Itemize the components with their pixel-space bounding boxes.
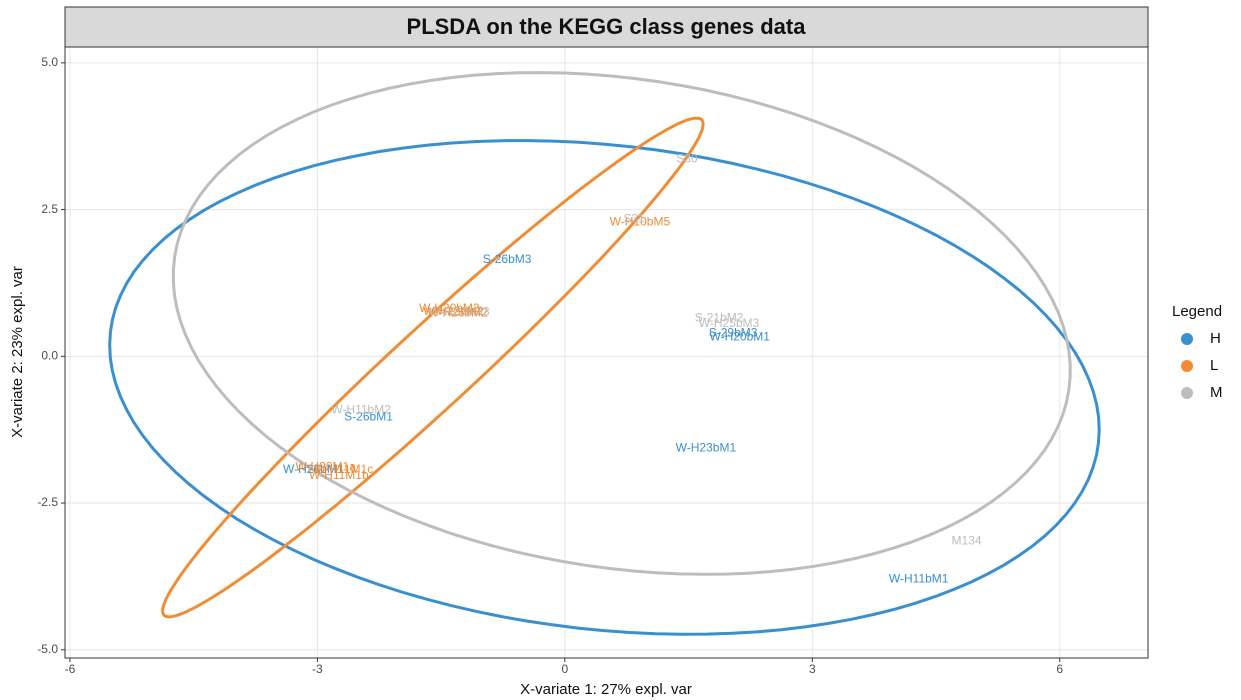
legend-swatch xyxy=(1181,360,1193,372)
ellipse xyxy=(171,71,1072,576)
point-label: W-H25bM2 xyxy=(427,306,488,320)
point-label: W-H10bM5 xyxy=(610,215,671,229)
plot-border xyxy=(64,46,1149,659)
y-tick-label: 0.0 xyxy=(41,348,58,362)
point-label: W-H11M1c xyxy=(314,462,373,476)
legend-swatch xyxy=(1181,387,1193,399)
legend-label: H xyxy=(1210,330,1221,347)
point-label: W-H20M1a xyxy=(295,459,356,473)
x-tick-label: 0 xyxy=(562,662,569,676)
chart-title: PLSDA on the KEGG class genes data xyxy=(407,14,807,39)
point-label: W-H20bM1 xyxy=(709,330,770,344)
point-label: W-H11bM1 xyxy=(889,572,949,586)
point-label: W-H23bM1 xyxy=(676,441,737,455)
point-label: S-26bM1 xyxy=(344,410,393,424)
ellipse xyxy=(161,116,705,619)
point-label: S-26bM3 xyxy=(483,252,532,266)
point-label: W-H23bM3 xyxy=(429,304,490,318)
y-axis-label: X-variate 2: 23% expl. var xyxy=(9,266,26,438)
y-tick-label: 5.0 xyxy=(41,55,58,69)
x-tick-label: 3 xyxy=(809,662,816,676)
legend-swatch xyxy=(1181,333,1193,345)
x-tick-label: 6 xyxy=(1056,662,1063,676)
plot-background xyxy=(65,47,1148,658)
point-label: S31 xyxy=(623,212,645,226)
legend-title: Legend xyxy=(1172,303,1222,320)
point-label: W-H11M1b xyxy=(309,468,369,482)
point-label: W-H11bM2 xyxy=(331,402,391,416)
point-label: S-29bM3 xyxy=(709,326,758,340)
x-axis-label: X-variate 1: 27% expl. var xyxy=(520,681,692,698)
point-label: W-H26bM1 xyxy=(283,462,344,476)
y-tick-label: -2.5 xyxy=(37,495,58,509)
point-label: W-H25bM3 xyxy=(699,316,760,330)
ellipse xyxy=(108,139,1101,636)
x-tick-label: -3 xyxy=(312,662,323,676)
point-label: S30 xyxy=(676,151,698,165)
point-label: S-21bM2 xyxy=(695,310,744,324)
legend-label: M xyxy=(1210,384,1223,401)
y-tick-label: -5.0 xyxy=(37,642,58,656)
y-tick-label: 2.5 xyxy=(41,202,58,216)
title-strip xyxy=(64,6,1149,48)
point-label: W-H20bM2 xyxy=(419,301,480,315)
point-label: W-H23bM2 xyxy=(423,304,484,318)
x-tick-label: -6 xyxy=(65,662,76,676)
legend-label: L xyxy=(1210,357,1218,374)
point-label: M134 xyxy=(952,533,982,547)
